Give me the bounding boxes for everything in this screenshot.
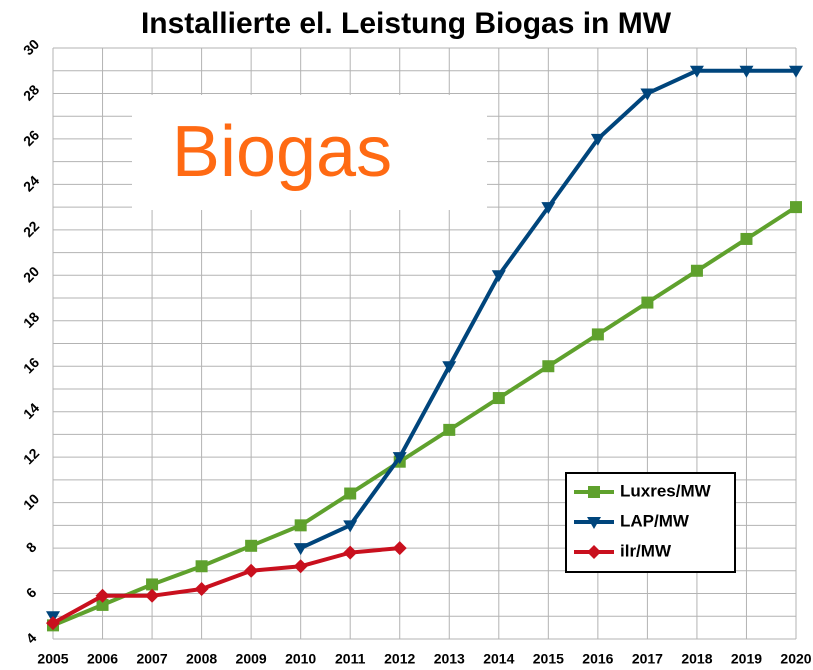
marker (641, 296, 654, 309)
marker (587, 545, 601, 559)
marker (689, 65, 704, 78)
y-tick-label: 10 (20, 490, 42, 512)
y-tick-label: 18 (20, 309, 42, 331)
marker (590, 133, 605, 146)
y-tick-label: 28 (20, 81, 42, 103)
marker (591, 328, 604, 341)
y-tick-label: 6 (23, 584, 40, 601)
x-tick-label: 2018 (681, 651, 712, 667)
marker (790, 201, 802, 214)
series-line (52, 546, 400, 625)
y-tick-label: 8 (23, 539, 40, 556)
x-tick-label: 2007 (136, 651, 167, 667)
marker (690, 264, 703, 277)
x-tick-label: 2016 (582, 651, 613, 667)
marker (245, 539, 258, 552)
marker (293, 559, 308, 574)
marker (294, 519, 307, 532)
x-tick-label: 2010 (285, 651, 316, 667)
marker (541, 202, 556, 215)
x-tick-label: 2009 (236, 651, 267, 667)
legend-label: ilr/MW (620, 541, 672, 560)
x-tick-label: 2020 (780, 651, 811, 667)
marker (95, 588, 110, 603)
marker (442, 361, 457, 374)
marker (739, 65, 754, 78)
marker (443, 423, 456, 436)
x-tick-label: 2017 (632, 651, 663, 667)
y-tick-label: 30 (20, 36, 42, 58)
x-tick-label: 2015 (533, 651, 564, 667)
x-tick-label: 2014 (483, 651, 514, 667)
marker (96, 598, 109, 611)
marker (492, 392, 505, 405)
marker (640, 88, 655, 101)
annotation-box (132, 95, 487, 210)
marker (293, 543, 308, 556)
chart-title: Installierte el. Leistung Biogas in MW (141, 7, 672, 40)
y-tick-label: 14 (20, 399, 42, 421)
y-tick-label: 4 (23, 630, 40, 647)
marker (145, 588, 160, 603)
marker (789, 65, 803, 78)
series-line (52, 205, 798, 628)
x-tick-label: 2012 (384, 651, 415, 667)
x-tick-label: 2011 (335, 651, 366, 667)
x-tick-label: 2019 (731, 651, 762, 667)
marker (195, 560, 208, 573)
y-tick-label: 12 (20, 445, 42, 467)
y-tick-label: 24 (20, 172, 42, 194)
marker (392, 541, 407, 556)
marker (587, 517, 601, 529)
marker (194, 581, 209, 596)
legend-label: LAP/MW (620, 511, 690, 530)
legend: Luxres/MW LAP/MW ilr/MW (565, 472, 736, 573)
x-tick-label: 2006 (87, 651, 118, 667)
y-tick-label: 22 (20, 218, 42, 240)
y-tick-label: 20 (20, 263, 42, 285)
annotation: Biogas (172, 112, 392, 192)
x-tick-label: 2008 (186, 651, 217, 667)
marker (343, 520, 358, 533)
x-tick-label: 2013 (434, 651, 465, 667)
y-tick-label: 26 (20, 127, 42, 149)
marker (740, 232, 753, 245)
x-tick-label: 2005 (37, 651, 68, 667)
marker (343, 545, 358, 560)
marker (46, 616, 60, 631)
marker (244, 563, 259, 578)
marker (491, 270, 506, 283)
marker (344, 487, 357, 500)
y-tick-label: 16 (20, 354, 42, 376)
marker (588, 486, 600, 498)
marker (146, 578, 159, 591)
marker (542, 360, 555, 373)
legend-label: Luxres/MW (620, 481, 712, 500)
marker (392, 452, 407, 465)
